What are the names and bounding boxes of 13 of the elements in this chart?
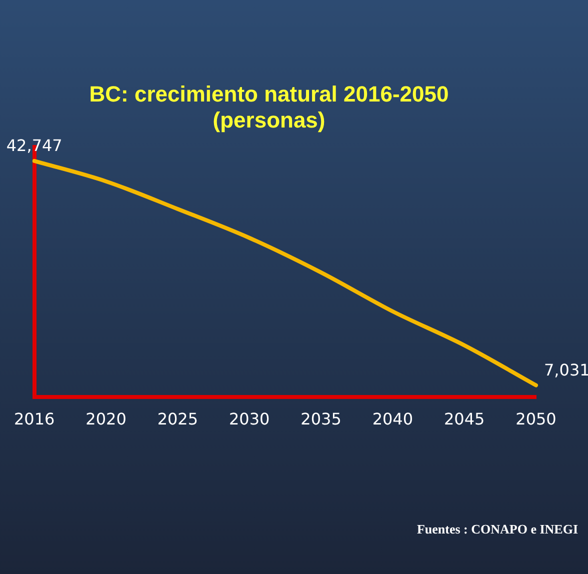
x-tick-label: 2035	[300, 410, 342, 429]
x-tick-label: 2025	[157, 410, 198, 429]
x-tick-label: 2020	[86, 410, 126, 429]
data-label: 7,031	[544, 360, 588, 380]
x-tick-label: 2050	[516, 410, 556, 429]
x-tick-label: 2045	[444, 410, 485, 429]
chart-title: BC: crecimiento natural 2016-2050	[89, 81, 449, 106]
x-tick-label: 2040	[372, 410, 414, 429]
x-tick-label: 2016	[14, 410, 55, 429]
data-label: 42,747	[6, 136, 62, 156]
x-tick-label: 2030	[228, 410, 270, 429]
source-note: Fuentes : CONAPO e INEGI	[416, 521, 578, 536]
chart-subtitle: (personas)	[212, 108, 326, 133]
